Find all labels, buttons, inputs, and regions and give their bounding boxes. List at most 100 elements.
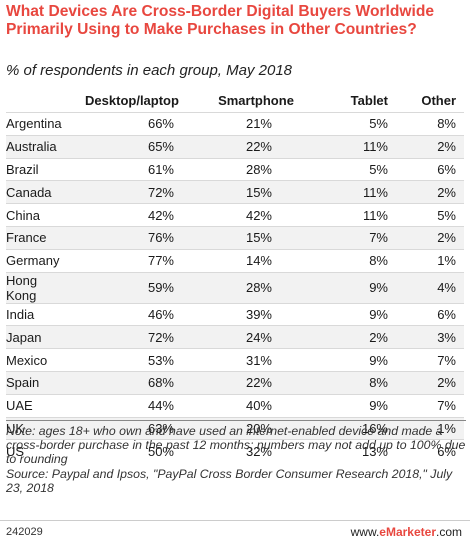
footer: 242029 www.eMarketer.com xyxy=(0,520,470,543)
column-header-desktop: Desktop/laptop xyxy=(85,92,179,108)
table-cell: 32% xyxy=(196,439,316,463)
row-label: Spain xyxy=(6,370,68,395)
table-row: India 46% 39% 9% 6% xyxy=(6,302,464,326)
table-cell: 31% xyxy=(196,348,316,372)
table-cell: 46% xyxy=(68,302,196,326)
table-cell: 5% xyxy=(316,157,398,181)
table-row: Japan 72% 24% 2% 3% xyxy=(6,325,464,349)
table-cell: 11% xyxy=(316,134,398,159)
table-cell: 9% xyxy=(316,302,398,326)
table-row: Hong Kong 59% 28% 9% 4% xyxy=(6,271,464,304)
table-cell: 42% xyxy=(68,203,196,227)
table-cell: 21% xyxy=(196,112,316,136)
row-label: Mexico xyxy=(6,348,68,372)
table-cell: 2% xyxy=(398,180,464,204)
table-cell: 44% xyxy=(68,393,196,418)
column-header-smartphone: Smartphone xyxy=(218,92,294,108)
table-cell: 15% xyxy=(196,180,316,204)
note-text: Note: ages 18+ who own and have used an … xyxy=(6,424,466,467)
table-cell: 8% xyxy=(316,370,398,395)
row-label: UK xyxy=(6,416,68,440)
table-cell: 7% xyxy=(398,393,464,418)
table-cell: 22% xyxy=(196,134,316,159)
table-cell: 2% xyxy=(398,134,464,159)
brand-suffix: .com xyxy=(435,525,462,539)
table-row: Australia 65% 22% 11% 2% xyxy=(6,134,464,159)
brand-name: eMarketer xyxy=(379,525,436,539)
table-cell: 8% xyxy=(398,112,464,136)
table-cell: 65% xyxy=(68,134,196,159)
table-cell: 72% xyxy=(68,325,196,349)
row-label: China xyxy=(6,203,68,227)
table-cell: 1% xyxy=(398,416,464,440)
table-cell: 9% xyxy=(316,393,398,418)
table-cell: 14% xyxy=(196,248,316,273)
table-cell: 9% xyxy=(316,271,398,304)
table-cell: 53% xyxy=(68,348,196,372)
table-cell: 22% xyxy=(196,370,316,395)
table-cell: 11% xyxy=(316,203,398,227)
table-cell: 28% xyxy=(196,271,316,304)
row-label: Brazil xyxy=(6,157,68,181)
table-cell: 39% xyxy=(196,302,316,326)
table-cell: 13% xyxy=(316,439,398,463)
table-row: UAE 44% 40% 9% 7% xyxy=(6,393,464,418)
table-cell: 76% xyxy=(68,225,196,250)
table-cell: 6% xyxy=(398,439,464,463)
table-cell: 6% xyxy=(398,302,464,326)
chart-id: 242029 xyxy=(6,526,43,538)
table-cell: 7% xyxy=(398,348,464,372)
row-label: France xyxy=(6,225,68,250)
table-cell: 11% xyxy=(316,180,398,204)
table-cell: 66% xyxy=(68,112,196,136)
table-cell: 63% xyxy=(68,416,196,440)
table-cell: 2% xyxy=(398,225,464,250)
notes-block: Note: ages 18+ who own and have used an … xyxy=(6,420,466,495)
table-cell: 50% xyxy=(68,439,196,463)
column-header-other: Other xyxy=(421,92,456,108)
column-header-tablet: Tablet xyxy=(350,92,388,108)
table-cell: 68% xyxy=(68,370,196,395)
table-cell: 77% xyxy=(68,248,196,273)
chart-title: What Devices Are Cross-Border Digital Bu… xyxy=(6,3,435,38)
table-cell: 2% xyxy=(398,370,464,395)
column-header-country xyxy=(6,88,68,113)
row-label: Argentina xyxy=(6,112,68,136)
row-label: Canada xyxy=(6,180,68,204)
table-cell: 28% xyxy=(196,157,316,181)
table-cell: 5% xyxy=(316,112,398,136)
table-cell: 40% xyxy=(196,393,316,418)
table-cell: 59% xyxy=(68,271,196,304)
table-cell: 42% xyxy=(196,203,316,227)
row-label: US xyxy=(6,439,68,463)
table-row: France 76% 15% 7% 2% xyxy=(6,225,464,250)
data-table: Desktop/laptop Smartphone Tablet Other A… xyxy=(6,88,464,463)
chart-subtitle: % of respondents in each group, May 2018 xyxy=(6,62,293,79)
source-text: Source: Paypal and Ipsos, "PayPal Cross … xyxy=(6,466,453,495)
row-label: Australia xyxy=(6,134,68,159)
table-row: UK 63% 20% 16% 1% xyxy=(6,416,464,440)
table-row: US 50% 32% 13% 6% xyxy=(6,439,464,463)
table-header-row: Desktop/laptop Smartphone Tablet Other xyxy=(6,88,464,113)
row-label: India xyxy=(6,302,68,326)
table-cell: 24% xyxy=(196,325,316,349)
table-cell: 5% xyxy=(398,203,464,227)
table-row: Brazil 61% 28% 5% 6% xyxy=(6,157,464,181)
table-row: Germany 77% 14% 8% 1% xyxy=(6,248,464,273)
table-cell: 16% xyxy=(316,416,398,440)
table-cell: 72% xyxy=(68,180,196,204)
table-cell: 2% xyxy=(316,325,398,349)
row-label: UAE xyxy=(6,393,68,418)
table-cell: 20% xyxy=(196,416,316,440)
table-row: China 42% 42% 11% 5% xyxy=(6,203,464,227)
row-label: Germany xyxy=(6,248,68,273)
row-label: Japan xyxy=(6,325,68,349)
table-cell: 6% xyxy=(398,157,464,181)
brand-logo[interactable]: www.eMarketer.com xyxy=(351,525,462,539)
table-cell: 7% xyxy=(316,225,398,250)
table-cell: 1% xyxy=(398,248,464,273)
table-cell: 61% xyxy=(68,157,196,181)
table-body: Argentina 66% 21% 5% 8% Australia 65% 22% 11% 2% B… xyxy=(6,112,464,463)
table-cell: 15% xyxy=(196,225,316,250)
row-label: Hong Kong xyxy=(6,271,68,304)
